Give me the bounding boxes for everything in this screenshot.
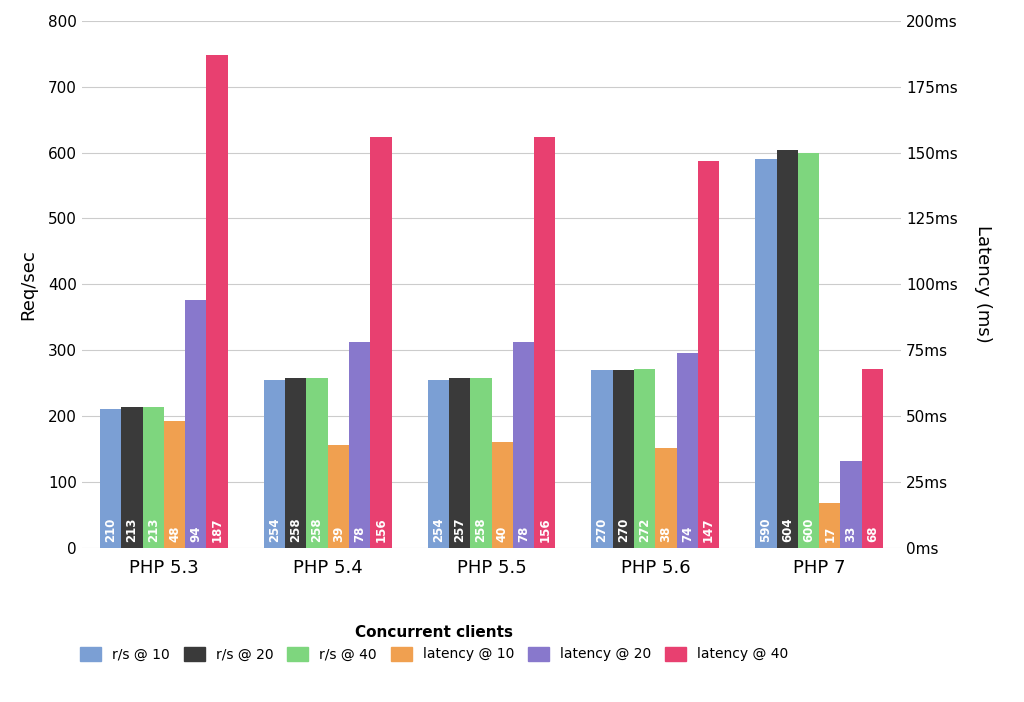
Text: 254: 254 (268, 517, 281, 543)
Bar (328, 445, 349, 548)
Bar (285, 378, 306, 548)
Bar (121, 407, 142, 548)
Bar (841, 461, 862, 548)
Bar (677, 353, 698, 548)
Text: 147: 147 (702, 518, 715, 543)
Text: 270: 270 (596, 518, 608, 543)
Bar (655, 448, 677, 548)
Text: 590: 590 (760, 517, 772, 543)
Text: 213: 213 (146, 518, 160, 543)
Bar (264, 380, 285, 548)
Bar (513, 343, 535, 548)
Text: 156: 156 (539, 517, 551, 543)
Text: 17: 17 (823, 526, 837, 543)
Bar (634, 369, 655, 548)
Text: 74: 74 (681, 526, 694, 543)
Bar (306, 378, 328, 548)
Bar (142, 407, 164, 548)
Text: 48: 48 (168, 526, 181, 543)
Text: 258: 258 (310, 517, 324, 543)
Text: 213: 213 (125, 518, 138, 543)
Bar (371, 137, 391, 548)
Text: 78: 78 (517, 526, 530, 543)
Text: 257: 257 (453, 518, 466, 543)
Y-axis label: Latency (ms): Latency (ms) (975, 225, 992, 343)
Bar (164, 421, 185, 548)
Bar (592, 370, 612, 548)
Text: 258: 258 (289, 517, 302, 543)
Text: 78: 78 (353, 526, 367, 543)
Text: 94: 94 (189, 526, 203, 543)
Text: 156: 156 (375, 517, 387, 543)
Bar (776, 150, 798, 548)
Text: 68: 68 (866, 526, 879, 543)
Bar (698, 161, 719, 548)
Text: 39: 39 (332, 526, 345, 543)
Bar (535, 137, 555, 548)
Bar (862, 369, 883, 548)
Y-axis label: Req/sec: Req/sec (19, 249, 37, 319)
Text: 270: 270 (616, 518, 630, 543)
Bar (470, 378, 492, 548)
Text: 254: 254 (432, 517, 444, 543)
Text: 272: 272 (638, 518, 651, 543)
Bar (449, 378, 470, 548)
Text: 258: 258 (474, 517, 487, 543)
Bar (756, 159, 776, 548)
Text: 600: 600 (802, 518, 815, 543)
Text: 187: 187 (211, 518, 223, 543)
Bar (428, 380, 449, 548)
Bar (100, 409, 121, 548)
Bar (819, 503, 841, 548)
Bar (798, 153, 819, 548)
Bar (349, 343, 371, 548)
Text: 210: 210 (104, 518, 117, 543)
Bar (492, 442, 513, 548)
Text: 40: 40 (496, 526, 509, 543)
Text: 604: 604 (780, 517, 794, 543)
Bar (185, 300, 207, 548)
Text: 33: 33 (845, 526, 858, 543)
Bar (207, 55, 227, 548)
Legend: r/s @ 10, r/s @ 20, r/s @ 40, latency @ 10, latency @ 20, latency @ 40: r/s @ 10, r/s @ 20, r/s @ 40, latency @ … (74, 618, 795, 668)
Bar (612, 370, 634, 548)
Text: 38: 38 (659, 526, 673, 543)
